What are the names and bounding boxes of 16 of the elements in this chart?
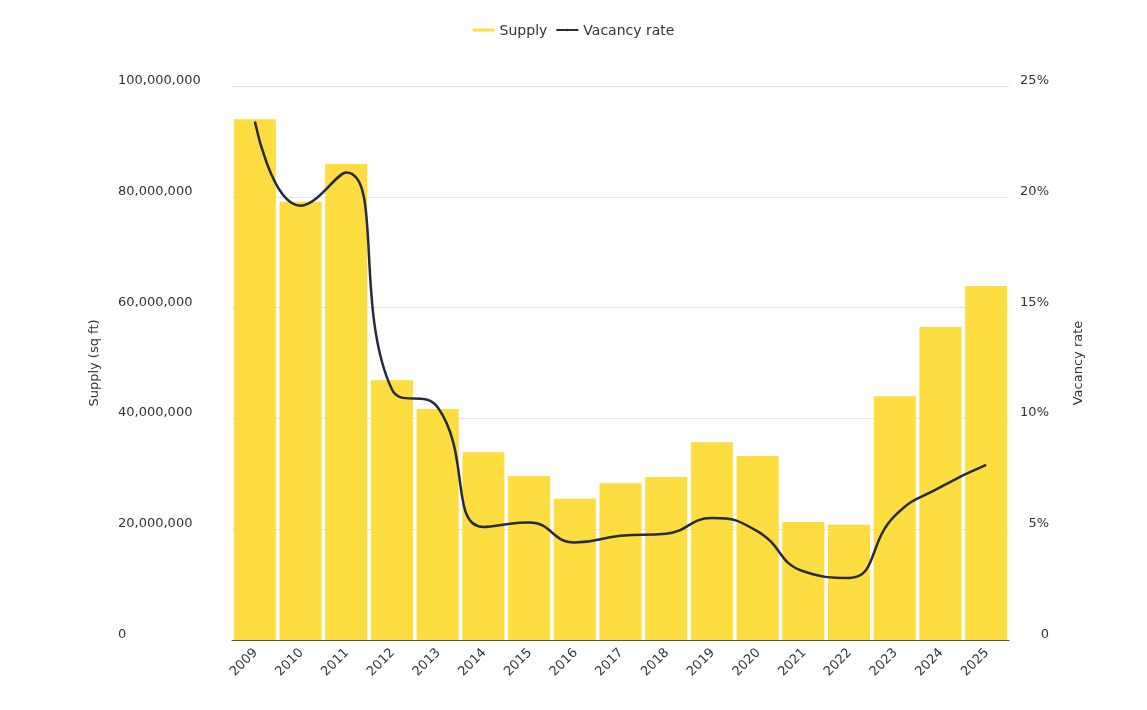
y-tick-label: 60,000,000 [118,293,193,309]
legend-label: Vacancy rate [583,22,675,38]
y-tick-label: 20,000,000 [118,515,193,531]
y2-tick-label: 15% [1020,293,1049,309]
y-axis-title: Supply (sq ft) [86,319,101,407]
y-tick-label: 0 [118,626,127,641]
y-tick-label: 80,000,000 [118,182,193,198]
y-tick-label: 40,000,000 [118,404,193,420]
y2-tick-label: 20% [1020,182,1049,198]
y-tick-label: 100,000,000 [118,72,201,87]
y2-tick-label: 0 [1040,626,1049,641]
y2-tick-label: 10% [1020,404,1049,420]
legend-label: Supply [499,22,548,38]
y2-tick-label: 25% [1020,72,1049,87]
y2-axis-title: Vacancy rate [1070,320,1085,406]
y2-tick-label: 5% [1028,515,1049,531]
